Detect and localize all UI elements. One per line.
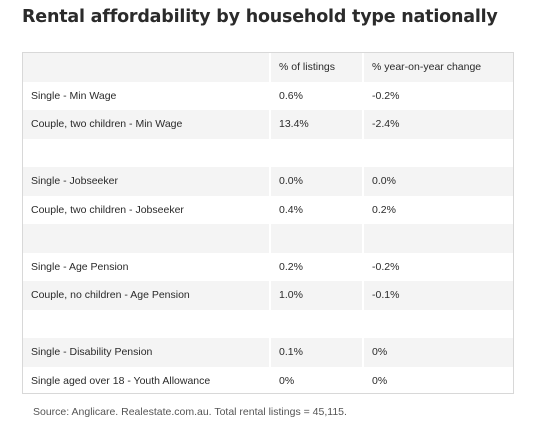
cell-yoy-change: 0%: [362, 338, 513, 367]
table-header-row: % of listings % year-on-year change: [23, 53, 513, 82]
header-percent-listings: % of listings: [269, 53, 362, 82]
table-row: Couple, two children - Jobseeker 0.4% 0.…: [23, 195, 513, 224]
table-row: Single - Age Pension 0.2% -0.2%: [23, 252, 513, 281]
cell-percent-listings: 0.6%: [269, 81, 362, 110]
table-row: Single - Jobseeker 0.0% 0.0%: [23, 167, 513, 196]
cell-yoy-change: [362, 138, 513, 167]
cell-yoy-change: [362, 309, 513, 338]
table-spacer-row: [23, 138, 513, 167]
cell-household-type: Single - Jobseeker: [23, 167, 269, 196]
cell-yoy-change: 0.2%: [362, 195, 513, 224]
cell-household-type: Single - Age Pension: [23, 252, 269, 281]
cell-household-type: [23, 138, 269, 167]
cell-household-type: [23, 309, 269, 338]
header-household-type: [23, 53, 269, 82]
table-row: Single - Min Wage 0.6% -0.2%: [23, 81, 513, 110]
cell-percent-listings: 0%: [269, 366, 362, 393]
cell-yoy-change: -0.1%: [362, 281, 513, 310]
cell-yoy-change: -0.2%: [362, 252, 513, 281]
header-yoy-change: % year-on-year change: [362, 53, 513, 82]
table-row: Single - Disability Pension 0.1% 0%: [23, 338, 513, 367]
cell-household-type: Couple, no children - Age Pension: [23, 281, 269, 310]
cell-percent-listings: [269, 309, 362, 338]
cell-percent-listings: 0.4%: [269, 195, 362, 224]
affordability-table: % of listings % year-on-year change Sing…: [22, 52, 514, 394]
source-note: Source: Anglicare. Realestate.com.au. To…: [33, 406, 347, 418]
table-row: Single aged over 18 - Youth Allowance 0%…: [23, 366, 513, 393]
cell-percent-listings: 13.4%: [269, 110, 362, 139]
table-row: Couple, no children - Age Pension 1.0% -…: [23, 281, 513, 310]
table-spacer-row: [23, 224, 513, 253]
cell-yoy-change: -2.4%: [362, 110, 513, 139]
cell-yoy-change: [362, 224, 513, 253]
cell-household-type: Couple, two children - Jobseeker: [23, 195, 269, 224]
cell-percent-listings: 0.0%: [269, 167, 362, 196]
cell-household-type: Single aged over 18 - Youth Allowance: [23, 366, 269, 393]
cell-yoy-change: -0.2%: [362, 81, 513, 110]
cell-percent-listings: [269, 224, 362, 253]
cell-percent-listings: [269, 138, 362, 167]
cell-percent-listings: 0.1%: [269, 338, 362, 367]
cell-yoy-change: 0.0%: [362, 167, 513, 196]
cell-household-type: Single - Min Wage: [23, 81, 269, 110]
page-title: Rental affordability by household type n…: [22, 7, 498, 27]
cell-percent-listings: 1.0%: [269, 281, 362, 310]
cell-yoy-change: 0%: [362, 366, 513, 393]
cell-household-type: Couple, two children - Min Wage: [23, 110, 269, 139]
cell-household-type: [23, 224, 269, 253]
cell-percent-listings: 0.2%: [269, 252, 362, 281]
table-spacer-row: [23, 309, 513, 338]
table-row: Couple, two children - Min Wage 13.4% -2…: [23, 110, 513, 139]
cell-household-type: Single - Disability Pension: [23, 338, 269, 367]
